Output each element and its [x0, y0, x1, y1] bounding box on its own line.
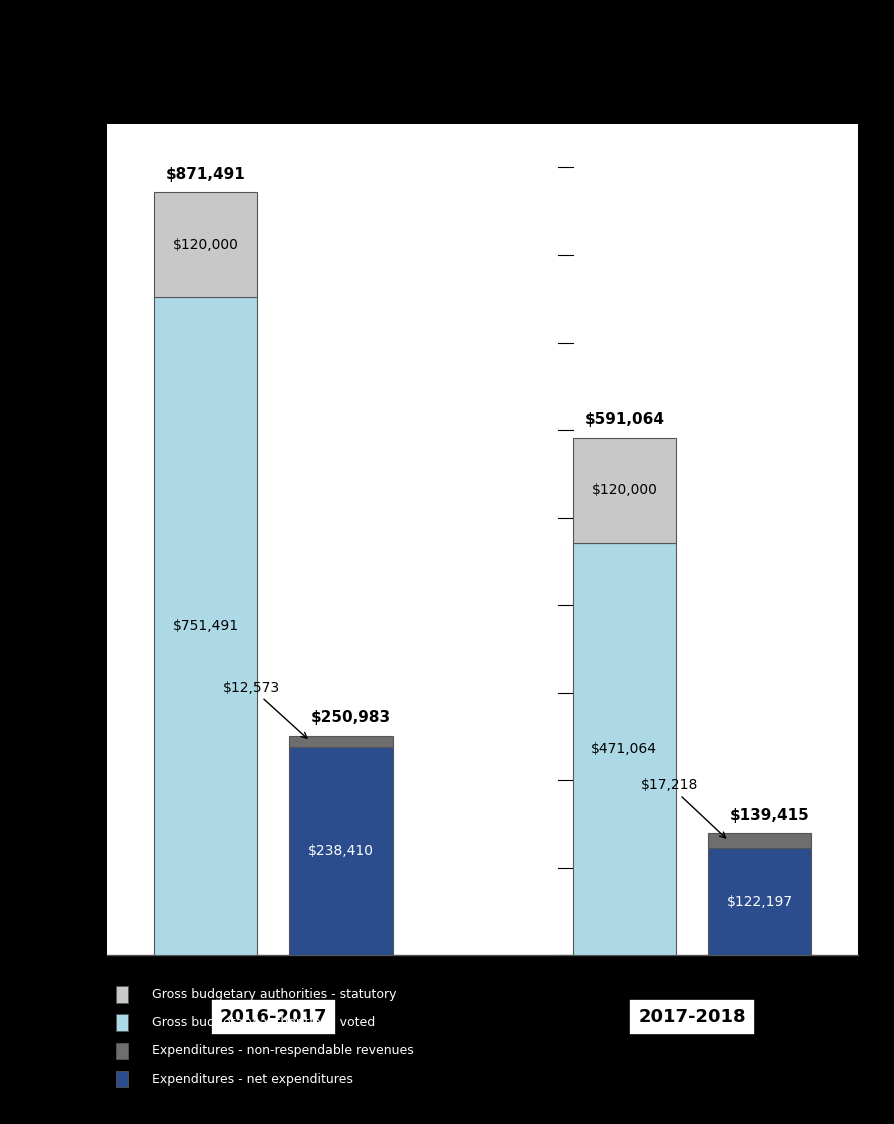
Bar — [708, 849, 812, 955]
Text: Expenditures - net expenditures: Expenditures - net expenditures — [152, 1072, 353, 1086]
Bar — [290, 735, 392, 746]
Text: Gross budgetary authorities - statutory: Gross budgetary authorities - statutory — [152, 988, 396, 1001]
Text: 2016-2017: 2016-2017 — [220, 1008, 327, 1026]
Bar — [573, 543, 676, 955]
Text: $120,000: $120,000 — [592, 483, 657, 498]
Bar — [154, 192, 257, 298]
Text: $250,983: $250,983 — [311, 710, 391, 725]
Text: $871,491: $871,491 — [166, 166, 246, 182]
Bar — [154, 298, 257, 955]
Text: $591,064: $591,064 — [585, 413, 664, 427]
Text: $120,000: $120,000 — [173, 238, 239, 252]
Bar — [290, 746, 392, 955]
Text: $12,573: $12,573 — [223, 680, 307, 738]
Text: $139,415: $139,415 — [730, 808, 809, 823]
Text: $751,491: $751,491 — [173, 619, 239, 634]
Text: $471,064: $471,064 — [591, 742, 657, 756]
Bar — [573, 438, 676, 543]
Text: $122,197: $122,197 — [727, 895, 793, 909]
Bar — [708, 833, 812, 849]
Text: $17,218: $17,218 — [641, 778, 726, 837]
Text: Gross budgetary authorities - voted: Gross budgetary authorities - voted — [152, 1016, 375, 1030]
Text: $238,410: $238,410 — [308, 844, 375, 858]
Text: 2017-2018: 2017-2018 — [638, 1008, 746, 1026]
Text: Expenditures - non-respendable revenues: Expenditures - non-respendable revenues — [152, 1044, 414, 1058]
